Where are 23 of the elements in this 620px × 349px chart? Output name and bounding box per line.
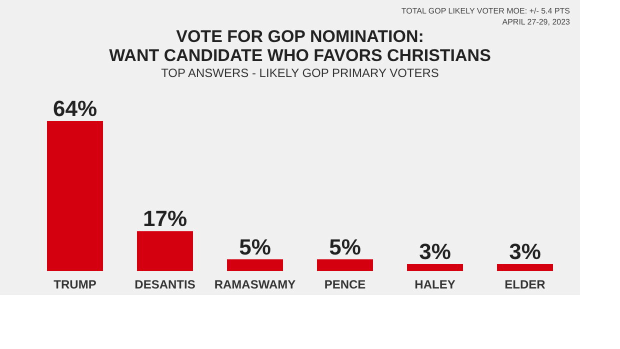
text: VOTE FOR GOP NOMINATION: [176, 27, 424, 46]
data-label: 5% [239, 234, 271, 260]
data-label: 17% [142, 206, 188, 232]
x-tick-label: PENCE [324, 278, 366, 292]
bar [407, 264, 463, 271]
chart-subtitle: TOP ANSWERS - LIKELY GOP PRIMARY VOTERS [161, 66, 439, 80]
data-label: 3% [509, 238, 541, 264]
bar [47, 121, 103, 271]
text: APRIL 27-29, 2023 [502, 18, 571, 26]
data-label: 3% [419, 238, 451, 264]
x-tick-label: ELDER [504, 278, 546, 292]
text: WANT CANDIDATE WHO FAVORS CHRISTIANS [109, 46, 491, 65]
x-tick-label: RAMASWAMY [214, 278, 296, 292]
x-tick-label: DESANTIS [134, 278, 196, 292]
data-label: 5% [329, 234, 361, 260]
bar [227, 259, 283, 271]
bar [317, 259, 373, 271]
x-tick-label: HALEY [414, 278, 456, 292]
data-label: 64% [52, 96, 98, 121]
text: TOTAL GOP LIKELY VOTER MOE: +/- 5.4 PTS [401, 6, 570, 16]
bar [497, 264, 553, 271]
bar [137, 231, 193, 271]
x-tick-label: TRUMP [54, 278, 96, 292]
